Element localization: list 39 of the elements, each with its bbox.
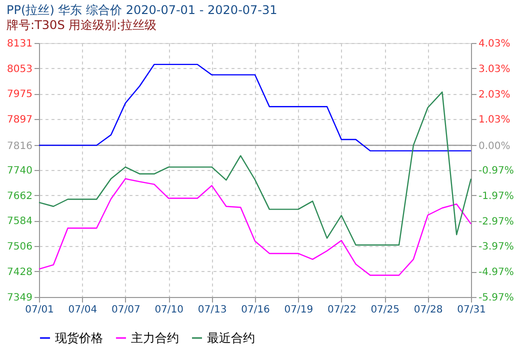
y2-tick-label: 0.00% (478, 140, 510, 152)
y-tick-label: 7975 (7, 89, 32, 100)
y2-tick-label: 1.03% (478, 114, 510, 126)
line-series (38, 178, 472, 276)
legend-label: 最近合约 (207, 331, 255, 345)
x-tick-label: 07/01 (25, 304, 54, 316)
y2-tick-label: -2.97% (478, 216, 514, 228)
y2-tick-label: -5.97% (478, 292, 514, 304)
y-tick-label: 8053 (7, 64, 32, 75)
x-tick-label: 07/13 (198, 304, 227, 316)
y2-tick-label: -4.97% (478, 267, 514, 278)
x-tick-label: 07/25 (370, 304, 400, 316)
y2-tick-label: 3.03% (478, 64, 510, 75)
legend-label: 现货价格 (55, 331, 103, 345)
x-tick-label: 07/22 (327, 304, 356, 316)
x-tick-label: 07/04 (68, 304, 98, 316)
y-tick-label: 7349 (7, 292, 32, 304)
y-tick-label: 7816 (7, 140, 32, 152)
x-tick-label: 07/16 (241, 304, 270, 316)
y-tick-label: 7740 (7, 166, 32, 176)
chart-subtitle: 牌号:T30S 用途级别:拉丝级 (6, 18, 157, 32)
y-tick-label: 7662 (7, 190, 32, 202)
x-tick-label: 07/19 (284, 304, 314, 316)
y-tick-label: 7584 (7, 216, 32, 228)
y2-tick-label: -3.97% (478, 242, 514, 253)
x-tick-label: 07/10 (154, 304, 184, 316)
y2-tick-label: -0.97% (478, 166, 514, 176)
y-tick-label: 7506 (7, 242, 32, 253)
y-tick-label: 7428 (7, 266, 32, 278)
chart-title: PP(拉丝) 华东 综合价 2020-07-01 - 2020-07-31 (6, 3, 278, 17)
x-tick-label: 07/07 (111, 304, 140, 316)
y2-tick-label: 2.03% (478, 89, 510, 100)
y2-tick-label: 4.03% (478, 38, 510, 50)
y-tick-label: 8131 (7, 38, 32, 50)
x-tick-label: 07/31 (457, 304, 486, 316)
legend-label: 主力合约 (131, 331, 179, 345)
y-tick-label: 7897 (7, 114, 32, 126)
y2-tick-label: -1.97% (478, 190, 514, 202)
x-tick-label: 07/28 (414, 304, 443, 316)
